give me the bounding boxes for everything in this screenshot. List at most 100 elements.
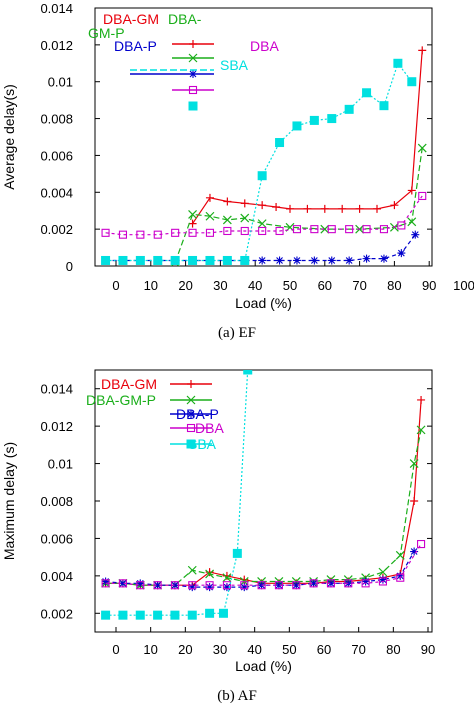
data-point-sba <box>309 115 319 125</box>
data-point-sba <box>257 171 267 181</box>
data-point-dba <box>240 581 249 590</box>
data-point-dba <box>171 228 180 237</box>
x-tick-label: 50 <box>282 642 296 657</box>
data-point-dba <box>327 225 336 234</box>
data-point-sba <box>188 255 198 265</box>
y-tick-label: 0.012 <box>40 38 73 53</box>
legend-entry-dba-p: DBA-P <box>170 406 219 422</box>
data-point-sba <box>205 255 215 265</box>
data-point-dba-p <box>309 579 318 588</box>
y-tick-label: 0.004 <box>40 569 73 584</box>
legend-label: DBA-GM-P <box>86 392 156 408</box>
data-point-dba <box>362 225 371 234</box>
y-tick-label: 0 <box>66 259 73 274</box>
data-point-sba <box>187 610 197 620</box>
x-tick-label: 40 <box>247 642 261 657</box>
data-point-dba <box>379 225 389 234</box>
x-tick-label: 10 <box>144 278 158 293</box>
x-tick-label: 20 <box>178 642 192 657</box>
x-tick-label: 30 <box>213 642 227 657</box>
data-point-sba <box>344 104 354 114</box>
data-point-dba <box>223 226 232 236</box>
x-tick-label: 90 <box>422 278 436 293</box>
data-point-dba <box>153 581 162 590</box>
data-point-dba <box>153 230 162 239</box>
legend-marker <box>189 40 197 48</box>
data-point-dba-gm <box>286 204 294 213</box>
data-point-dba <box>118 230 128 239</box>
data-point-dba <box>136 230 145 239</box>
legend-entry-dba-gm: DBA-GM <box>103 11 214 48</box>
y-tick-label: 0.006 <box>40 531 73 546</box>
data-point-dba-gm-p <box>416 425 426 435</box>
y-tick-label: 0.01 <box>48 457 73 472</box>
data-point-dba-gm-p <box>222 573 232 583</box>
data-point-dba-gm-p <box>205 569 215 579</box>
legend-label: DBA-P <box>114 38 157 54</box>
data-point-sba <box>327 114 337 124</box>
data-point-dba <box>205 228 215 237</box>
data-point-sba <box>222 255 232 265</box>
data-point-dba-p <box>327 256 336 265</box>
data-point-dba-p <box>378 575 387 584</box>
data-point-dba-p <box>188 583 197 592</box>
data-point-dba-gm <box>240 575 249 584</box>
data-point-dba <box>418 191 427 201</box>
data-point-dba-gm-p <box>409 459 419 468</box>
series-line-dba-gm-p <box>105 429 422 586</box>
y-tick-label: 0.01 <box>48 75 73 90</box>
legend-marker <box>188 53 198 63</box>
data-point-dba-gm <box>303 204 312 213</box>
legend-entry-dba-gm-p: DBA- GM-P <box>88 11 214 63</box>
x-tick-label: 90 <box>421 642 435 657</box>
legend-entry-sba: SBA <box>130 57 249 111</box>
series-line-sba <box>105 370 249 616</box>
data-point-dba-p <box>153 581 162 590</box>
legend-label: SBA <box>220 57 249 73</box>
data-point-dba <box>292 225 302 234</box>
x-tick-label: 80 <box>387 278 401 293</box>
legend-entry-dba: DBA <box>170 420 224 436</box>
data-point-dba-gm-p <box>240 213 250 223</box>
data-point-dba <box>258 226 267 236</box>
data-point-dba <box>188 228 197 237</box>
y-tick-label: 0.014 <box>40 382 73 397</box>
legend-marker <box>186 395 196 405</box>
panel-a-ef: 0 0.002 0.004 0.006 0.008 0.01 0.012 0.014 0 10 20… <box>1 1 474 341</box>
x-tick-label: 50 <box>283 278 297 293</box>
series-line-dba <box>105 195 423 236</box>
legend-label: DBA- <box>168 11 202 27</box>
data-point-dba-gm <box>417 395 426 404</box>
data-point-dba-p <box>258 256 267 265</box>
x-tick-label: 0 <box>112 642 119 657</box>
data-point-dba-p <box>136 579 145 588</box>
data-point-dba <box>345 225 354 234</box>
data-point-dba-gm-p <box>188 209 197 219</box>
data-point-sba <box>393 58 403 68</box>
data-point-sba <box>243 370 253 375</box>
data-point-sba <box>240 255 250 265</box>
data-point-dba-p <box>345 256 354 265</box>
x-tick-label: 10 <box>143 642 157 657</box>
series-line-dba-gm-p <box>174 148 423 263</box>
data-point-sba <box>135 610 145 620</box>
legend-label: DBA <box>250 38 279 54</box>
data-point-dba-p <box>397 249 406 258</box>
y-tick-label: 0.004 <box>40 185 73 200</box>
legend-marker <box>186 423 196 433</box>
data-point-sba <box>170 255 180 265</box>
data-point-dba-gm-p <box>257 219 267 229</box>
legend-marker <box>187 410 195 418</box>
data-point-dba-p <box>310 256 319 265</box>
y-axis-label: Average delay(s) <box>1 84 17 190</box>
panel-b-af: 0.002 0.004 0.006 0.008 0.01 0.012 0.014 0 10 20 3… <box>1 369 435 704</box>
series-line-dba-gm <box>105 399 422 586</box>
legend-marker <box>187 380 195 388</box>
x-axis-label: Load (%) <box>235 295 292 311</box>
series-group <box>101 370 426 620</box>
data-point-dba <box>344 579 353 588</box>
data-point-dba <box>274 581 283 590</box>
data-point-sba <box>205 608 215 618</box>
data-point-dba-gm <box>188 219 197 228</box>
